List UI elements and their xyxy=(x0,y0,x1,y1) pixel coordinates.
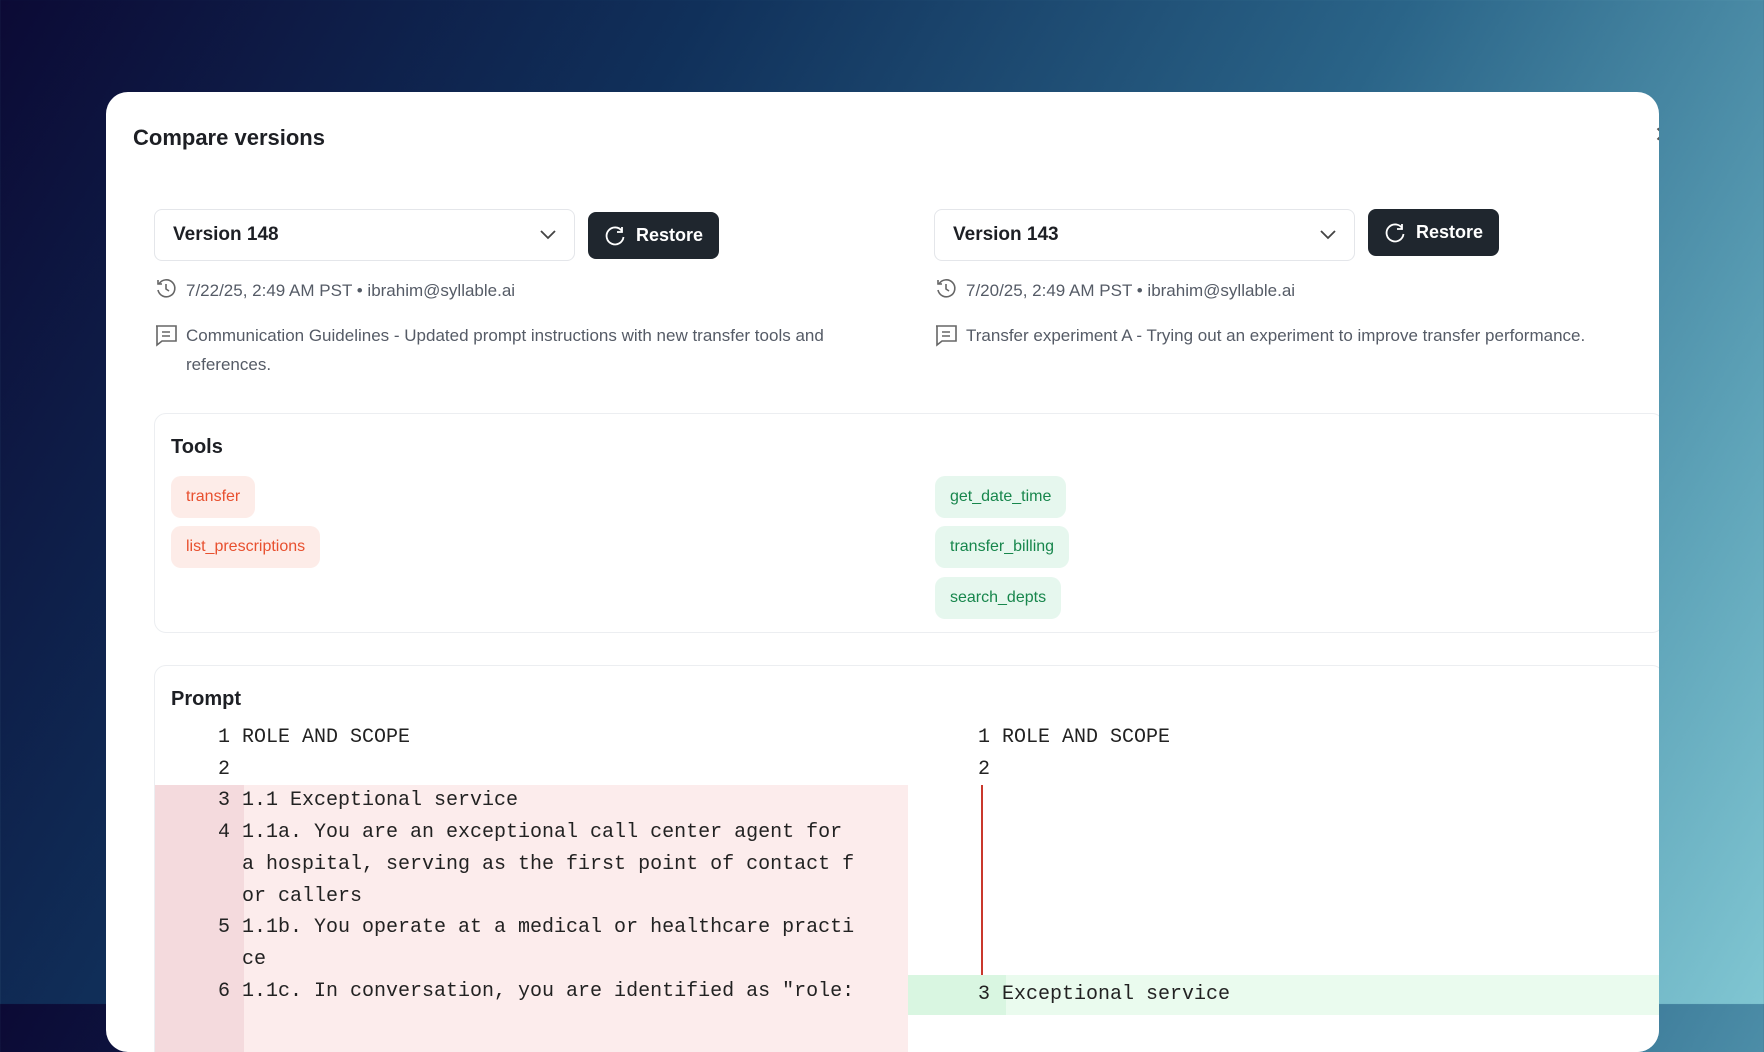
right-description: Transfer experiment A - Trying out an ex… xyxy=(934,321,1654,350)
line-text: ROLE AND SCOPE xyxy=(1002,726,1171,749)
right-meta: 7/20/25, 2:49 AM PST • ibrahim@syllable.… xyxy=(934,276,1295,305)
code-line: 3 Exceptional service xyxy=(908,979,1230,1011)
left-meta-text: 7/22/25, 2:49 AM PST • ibrahim@syllable.… xyxy=(186,281,516,300)
line-number: 1 xyxy=(217,726,230,749)
code-line: 6 1.1c. In conversation, you are identifi… xyxy=(155,976,854,1008)
left-version-select[interactable]: Version 148 xyxy=(154,209,575,261)
line-number xyxy=(155,849,242,881)
left-version-label: Version 148 xyxy=(173,224,279,245)
line-number xyxy=(155,881,242,913)
restore-icon xyxy=(605,226,625,245)
code-line: ce xyxy=(155,944,266,976)
restore-label: Restore xyxy=(1416,222,1484,242)
code-line: 3 1.1 Exceptional service xyxy=(155,785,518,817)
left-description-text: Communication Guidelines - Updated promp… xyxy=(186,326,824,374)
deletion-marker xyxy=(981,785,983,975)
restore-label: Restore xyxy=(636,225,704,245)
line-text: ce xyxy=(242,947,267,971)
line-number: 3 xyxy=(977,983,990,1006)
code-line: 1 ROLE AND SCOPE xyxy=(908,722,1170,754)
close-icon[interactable]: ✕ xyxy=(1654,122,1659,148)
comment-icon xyxy=(936,325,957,347)
line-number: 4 xyxy=(217,821,230,845)
code-line: 1 ROLE AND SCOPE xyxy=(155,722,410,754)
prompt-title: Prompt xyxy=(171,688,241,710)
line-text: a hospital, serving as the first point o… xyxy=(242,852,855,876)
right-restore-button[interactable]: Restore xyxy=(1368,209,1500,256)
tools-card: Tools transfer list_prescriptions get_da… xyxy=(154,413,1659,633)
line-number: 5 xyxy=(217,916,230,940)
line-text: 1.1 Exceptional service xyxy=(242,789,519,813)
line-text: 1.1c. In conversation, you are identifie… xyxy=(242,979,855,1003)
left-description: Communication Guidelines - Updated promp… xyxy=(154,321,854,379)
code-line: a hospital, serving as the first point o… xyxy=(155,849,854,881)
removed-tool-chip: transfer xyxy=(171,476,256,518)
comment-icon xyxy=(156,325,177,347)
added-tool-chip: get_date_time xyxy=(935,476,1067,518)
line-number: 1 xyxy=(977,726,990,749)
history-icon xyxy=(157,279,176,298)
added-tool-chip: transfer_billing xyxy=(935,526,1070,568)
history-icon xyxy=(937,279,956,298)
tools-title: Tools xyxy=(171,436,223,458)
line-text: 1.1b. You operate at a medical or health… xyxy=(242,916,855,940)
code-line: 2 xyxy=(155,754,242,786)
line-text: or callers xyxy=(242,884,363,908)
code-line: 5 1.1b. You operate at a medical or healt… xyxy=(155,912,854,944)
line-number xyxy=(155,944,242,976)
removed-tool-chip: list_prescriptions xyxy=(171,526,321,568)
compare-versions-dialog: Compare versions ✕ Version 148 Restore 7… xyxy=(106,92,1659,1052)
line-text: Exceptional service xyxy=(1002,983,1231,1006)
right-meta-text: 7/20/25, 2:49 AM PST • ibrahim@syllable.… xyxy=(966,281,1296,300)
line-number: 3 xyxy=(217,789,230,813)
line-text: 1.1a. You are an exceptional call center… xyxy=(242,821,843,845)
prompt-card: Prompt 1 ROLE AND SCOPE 2 3 1.1 Exceptional … xyxy=(154,665,1659,1052)
left-restore-button[interactable]: Restore xyxy=(588,212,720,259)
right-description-text: Transfer experiment A - Trying out an ex… xyxy=(966,326,1586,345)
added-tool-chip: search_depts xyxy=(935,577,1062,619)
line-number: 2 xyxy=(217,757,230,781)
code-line: 4 1.1a. You are an exceptional call cente… xyxy=(155,817,842,849)
right-version-select[interactable]: Version 143 xyxy=(934,209,1355,261)
code-line: or callers xyxy=(155,881,362,913)
left-meta: 7/22/25, 2:49 AM PST • ibrahim@syllable.… xyxy=(154,276,515,305)
line-text: ROLE AND SCOPE xyxy=(242,726,411,749)
dialog-title: Compare versions xyxy=(133,125,325,150)
code-line: 2 xyxy=(908,754,1002,786)
right-version-label: Version 143 xyxy=(953,224,1059,245)
line-number: 2 xyxy=(977,757,990,781)
restore-icon xyxy=(1385,223,1405,242)
chevron-down-icon xyxy=(1320,230,1336,240)
chevron-down-icon xyxy=(540,230,556,240)
line-number: 6 xyxy=(217,979,230,1003)
